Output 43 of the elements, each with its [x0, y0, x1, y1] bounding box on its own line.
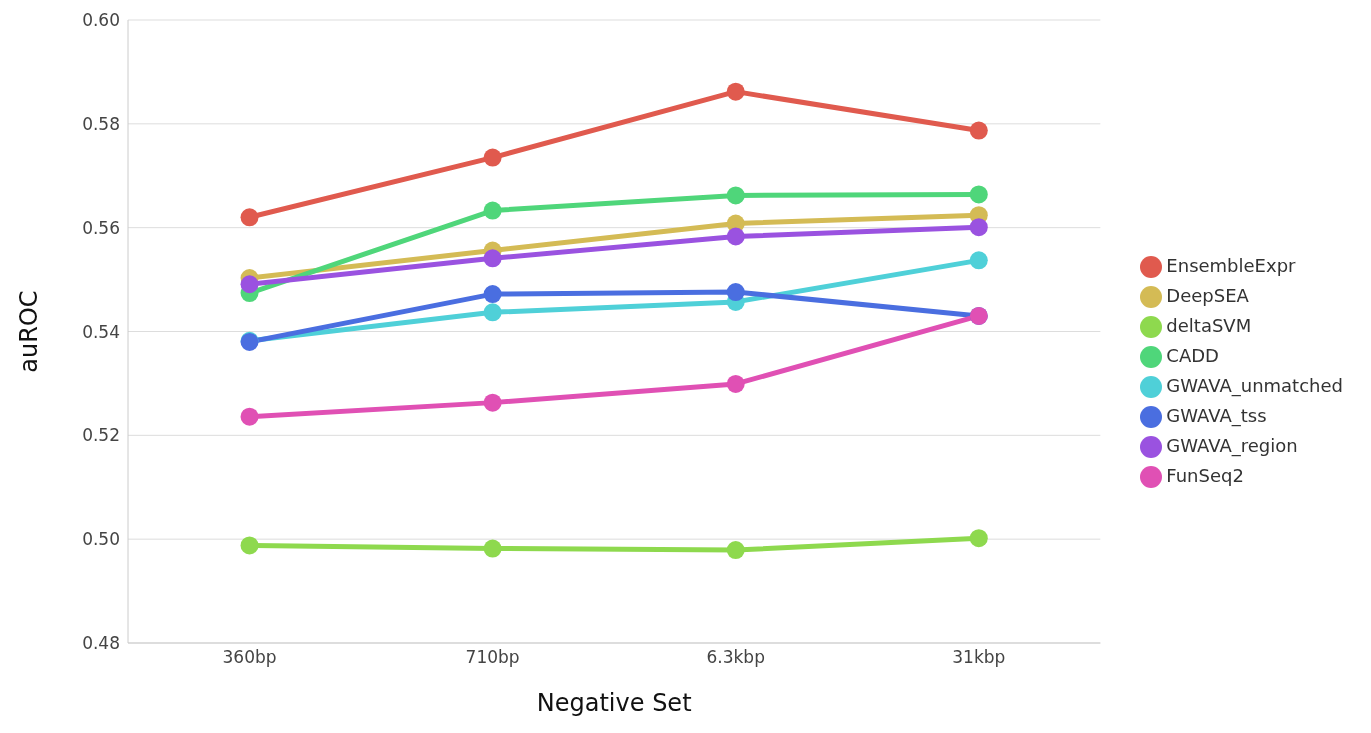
- point: [969, 121, 988, 140]
- point: [726, 374, 745, 393]
- x-axis-title: Negative Set: [536, 689, 692, 717]
- point: [726, 82, 745, 101]
- point: [726, 186, 745, 205]
- point: [726, 227, 745, 246]
- point: [240, 536, 259, 555]
- y-tick-label: 0.58: [82, 113, 120, 134]
- point: [483, 201, 502, 220]
- y-tick-label: 0.50: [82, 529, 120, 550]
- point: [483, 285, 502, 304]
- y-axis-title: auROC: [14, 290, 43, 373]
- point: [483, 249, 502, 268]
- y-tick-label: 0.56: [82, 217, 120, 238]
- point: [240, 208, 259, 227]
- point: [969, 251, 988, 270]
- point: [483, 539, 502, 558]
- y-tick-label: 0.60: [82, 10, 120, 31]
- point: [483, 393, 502, 412]
- y-tick-label: 0.48: [82, 633, 120, 654]
- legend-label: DeepSEA: [1166, 284, 1249, 306]
- point: [969, 529, 988, 548]
- legend-label: FunSeq2: [1166, 464, 1244, 486]
- legend-label: deltaSVM: [1166, 314, 1252, 336]
- x-tick-label: 360bp: [222, 647, 277, 668]
- legend-label: GWAVA_unmatched: [1166, 374, 1343, 396]
- legend-label: EnsembleExpr: [1166, 254, 1296, 276]
- point: [726, 283, 745, 302]
- y-tick-label: 0.52: [82, 425, 120, 446]
- legend-label: GWAVA_tss: [1166, 404, 1267, 426]
- x-tick-label: 31kbp: [952, 647, 1006, 668]
- point: [969, 218, 988, 237]
- point: [483, 303, 502, 322]
- legend-label: CADD: [1166, 344, 1219, 366]
- point: [240, 407, 259, 426]
- point: [969, 185, 988, 204]
- y-tick-label: 0.54: [82, 321, 120, 342]
- x-tick-label: 6.3kbp: [706, 647, 765, 668]
- legend-label: GWAVA_region: [1166, 434, 1298, 456]
- point: [483, 148, 502, 167]
- point: [726, 541, 745, 560]
- point: [240, 275, 259, 294]
- x-tick-label: 710bp: [465, 647, 520, 668]
